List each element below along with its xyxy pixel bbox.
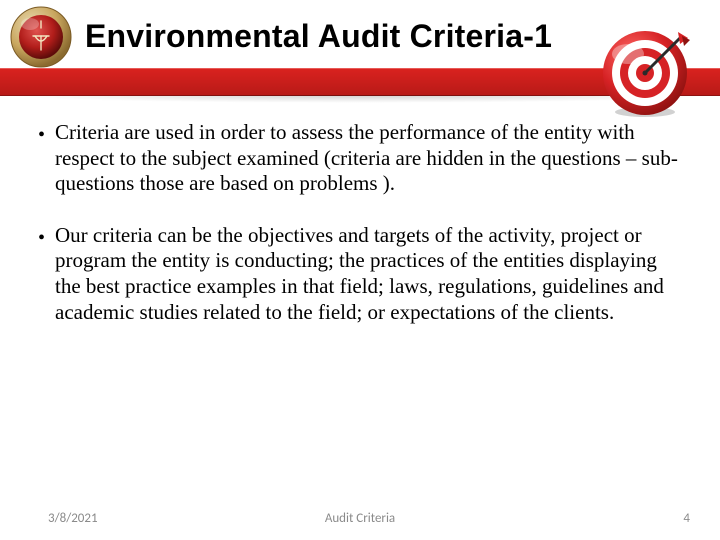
bullet-dot-icon: • [38, 225, 45, 251]
bullet-text: Criteria are used in order to assess the… [55, 120, 682, 197]
footer-center: Audit Criteria [0, 511, 720, 526]
bullet-text: Our criteria can be the objectives and t… [55, 223, 682, 325]
footer: 3/8/2021 Audit Criteria 4 [0, 506, 720, 530]
footer-page-number: 4 [683, 511, 690, 526]
slide: Environmental Audit Criteria-1 [0, 0, 720, 540]
list-item: • Our criteria can be the objectives and… [38, 223, 682, 325]
list-item: • Criteria are used in order to assess t… [38, 120, 682, 197]
bullet-dot-icon: • [38, 122, 45, 148]
target-bullseye-icon [598, 26, 692, 120]
body-content: • Criteria are used in order to assess t… [38, 120, 682, 351]
